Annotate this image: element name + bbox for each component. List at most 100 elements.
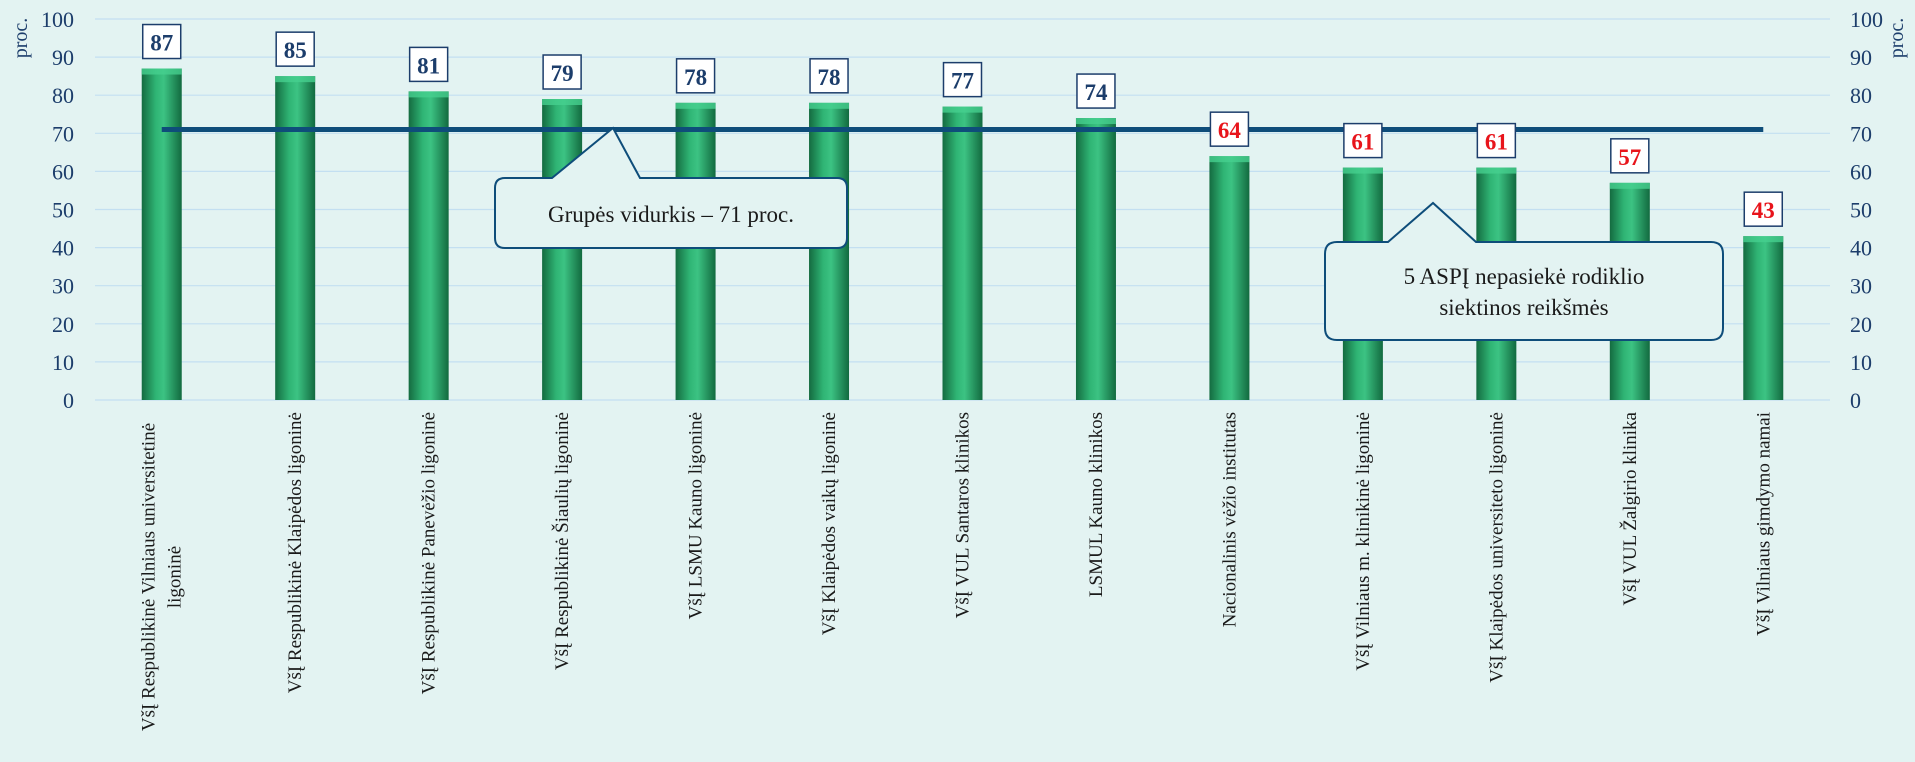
data-label: 78: [818, 65, 841, 90]
bar-cap: [809, 102, 850, 109]
bar-cap: [942, 106, 983, 113]
y-tick-right: 50: [1850, 198, 1872, 223]
bar: [942, 106, 983, 400]
category-label: VšĮ Klaipėdos vaikų ligoninė: [819, 412, 840, 635]
category-label-line: VšĮ Klaipėdos universiteto ligoninė: [1486, 412, 1507, 683]
data-label-box: [1610, 138, 1650, 174]
bars: [141, 68, 1784, 401]
y-tick-right: 0: [1850, 388, 1861, 413]
bar: [141, 68, 182, 400]
category-label: Nacionalinis vėžio institutas: [1219, 412, 1240, 627]
data-label: 43: [1752, 198, 1775, 223]
data-label: 78: [684, 65, 707, 90]
category-label-line: VšĮ Respublikinė Klaipėdos ligoninė: [285, 412, 306, 693]
data-label-box: [942, 61, 983, 98]
y-tick-left: 30: [52, 274, 74, 299]
bar-cap: [141, 68, 182, 75]
data-label-box: [542, 54, 582, 90]
data-label: 85: [284, 38, 307, 63]
data-label: 79: [551, 61, 574, 86]
bar: [1075, 118, 1116, 400]
category-label: LSMUL Kauno klinikos: [1086, 412, 1107, 597]
data-label: 74: [1084, 80, 1108, 105]
category-label: VšĮ VUL Santaros klinikos: [953, 412, 974, 618]
y-tick-left: 10: [52, 350, 74, 375]
data-labels: 87 85 81 79 78 78 77 74 64 61 61 57 43: [141, 23, 1784, 227]
category-label: VšĮ Vilniaus gimdymo namai: [1753, 412, 1774, 636]
data-label: 81: [417, 53, 440, 78]
data-label-box: [1343, 122, 1383, 159]
bar: [275, 76, 316, 401]
y-tick-left: 40: [52, 236, 74, 261]
y-tick-right: 80: [1850, 83, 1872, 108]
y-tick-left: 70: [52, 121, 74, 146]
bar: [809, 102, 850, 400]
category-label: VšĮ VUL Žalgirio klinika: [1619, 411, 1641, 605]
bar-cap: [1075, 118, 1116, 125]
data-label-box: [809, 58, 849, 94]
category-label: VšĮ LSMU Kauno ligoninė: [686, 412, 707, 619]
data-label: 61: [1485, 130, 1508, 155]
category-label: VšĮ Respublikinė Klaipėdos ligoninė: [285, 412, 306, 693]
category-label: VšĮ Respublikinė Vilniaus universitetinė…: [139, 423, 186, 731]
data-label-box: [275, 31, 315, 67]
category-label-line: VšĮ Vilniaus gimdymo namai: [1753, 412, 1774, 636]
bar-cap: [1743, 236, 1784, 243]
y-tick-right: 10: [1850, 350, 1872, 375]
bar: [675, 102, 716, 400]
bar-cap: [1342, 167, 1383, 174]
category-label-line: VšĮ LSMU Kauno ligoninė: [686, 412, 707, 619]
data-label-box: [1076, 73, 1116, 109]
y-tick-left: 60: [52, 159, 74, 184]
category-label-line: ligoninė: [165, 546, 186, 608]
data-label: 87: [150, 31, 173, 56]
y-tick-left: 80: [52, 83, 74, 108]
bar: [542, 99, 583, 400]
data-label-box: [141, 23, 182, 60]
average-callout-box: [494, 126, 848, 249]
data-label-box: [1209, 111, 1250, 147]
category-label: VšĮ Respublikinė Panevėžio ligoninė: [419, 412, 440, 694]
category-label-line: VšĮ Respublikinė Panevėžio ligoninė: [419, 412, 440, 694]
data-label-box: [1743, 191, 1784, 227]
data-label: 64: [1218, 118, 1242, 143]
bar: [1209, 156, 1250, 400]
below-target-callout-text: 5 ASPĮ nepasiekė rodiklio: [1404, 264, 1645, 289]
category-label-line: VšĮ VUL Žalgirio klinika: [1619, 411, 1641, 605]
bar-cap: [1476, 167, 1517, 174]
y-tick-right: 100: [1850, 7, 1883, 32]
y-tick-right: 20: [1850, 312, 1872, 337]
category-label-line: VšĮ VUL Santaros klinikos: [953, 412, 974, 618]
y-axis-unit-right: proc.: [1886, 18, 1908, 59]
category-label: VšĮ Respublikinė Šiaulių ligoninė: [551, 412, 573, 670]
category-label-line: VšĮ Klaipėdos vaikų ligoninė: [819, 412, 840, 635]
bar-cap: [1609, 182, 1650, 189]
category-label-line: VšĮ Respublikinė Vilniaus universitetinė: [139, 423, 160, 731]
y-tick-right: 60: [1850, 159, 1872, 184]
y-axis-unit-left: proc.: [10, 18, 32, 59]
y-tick-left: 0: [63, 388, 74, 413]
bar-cap: [275, 76, 316, 83]
category-label: VšĮ Klaipėdos universiteto ligoninė: [1486, 412, 1507, 683]
category-label-line: VšĮ Respublikinė Šiaulių ligoninė: [551, 412, 573, 670]
category-label-line: VšĮ Vilniaus m. klinikinė ligoninė: [1353, 412, 1374, 671]
data-label-box: [1476, 122, 1517, 159]
data-label: 61: [1351, 130, 1374, 155]
axes: 0 0 10 10 20 20 30 30 40 40 50 50 60 60 70 70 80 80 90 90 10…: [10, 7, 1908, 413]
data-label-box: [675, 58, 716, 94]
callouts: Grupės vidurkis – 71 proc. 5 ASPĮ nepasie…: [494, 126, 1724, 341]
y-tick-left: 20: [52, 312, 74, 337]
data-label-box: [408, 46, 449, 83]
y-tick-right: 90: [1850, 45, 1872, 70]
y-tick-left: 90: [52, 45, 74, 70]
category-labels: VšĮ Respublikinė Vilniaus universitetinė…: [139, 411, 1775, 731]
data-label: 57: [1618, 145, 1641, 170]
data-label: 77: [951, 69, 974, 94]
below-target-callout-text: siektinos reikšmės: [1439, 295, 1608, 320]
bar-cap: [542, 99, 583, 106]
average-callout-text: Grupės vidurkis – 71 proc.: [548, 202, 794, 227]
bar: [1743, 236, 1784, 400]
y-tick-right: 70: [1850, 121, 1872, 146]
